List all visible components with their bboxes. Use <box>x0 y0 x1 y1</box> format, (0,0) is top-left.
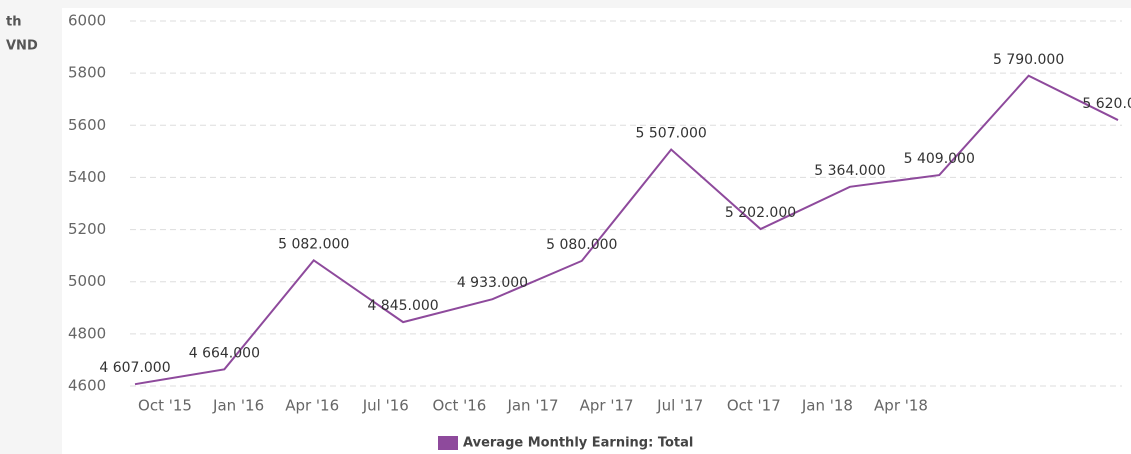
data-label: 5 202.000 <box>725 205 796 221</box>
x-tick-label: Apr '18 <box>874 397 928 415</box>
data-label: 4 933.000 <box>457 275 528 291</box>
legend-label: Average Monthly Earning: Total <box>463 436 693 451</box>
x-tick-label: Jan '16 <box>212 397 264 415</box>
data-label: 4 845.000 <box>367 298 438 314</box>
data-label: 5 364.000 <box>814 163 885 179</box>
y-tick-label: 5000 <box>68 272 106 290</box>
x-tick-label: Jul '17 <box>656 397 703 415</box>
y-tick-label: 6000 <box>68 12 106 30</box>
top-strip <box>0 0 1131 8</box>
y-tick-label: 4800 <box>68 324 106 342</box>
data-label: 5 409.000 <box>904 151 975 167</box>
x-tick-label: Jan '18 <box>801 397 853 415</box>
y-unit-label: VND <box>6 39 38 54</box>
legend-swatch <box>438 436 458 450</box>
x-tick-label: Oct '15 <box>138 397 192 415</box>
x-tick-label: Jul '16 <box>362 397 409 415</box>
x-tick-label: Apr '16 <box>285 397 339 415</box>
y-tick-label: 5600 <box>68 116 106 134</box>
x-tick-label: Oct '16 <box>432 397 486 415</box>
data-label: 4 664.000 <box>189 345 260 361</box>
data-label: 5 080.000 <box>546 237 617 253</box>
x-tick-label: Jan '17 <box>506 397 558 415</box>
data-line <box>134 74 1119 386</box>
y-tick-label: 5800 <box>68 64 106 82</box>
y-tick-label: 5400 <box>68 168 106 186</box>
y-tick-label: 5200 <box>68 220 106 238</box>
y-unit-label: th <box>6 15 21 30</box>
x-tick-label: Apr '17 <box>580 397 634 415</box>
side-strip <box>0 0 62 454</box>
data-label: 5 620.000 <box>1082 96 1131 112</box>
data-label: 5 082.000 <box>278 236 349 252</box>
data-label: 5 507.000 <box>636 126 707 142</box>
y-tick-label: 4600 <box>68 377 106 395</box>
data-label: 5 790.000 <box>993 52 1064 68</box>
data-label: 4 607.000 <box>99 360 170 376</box>
x-tick-label: Oct '17 <box>727 397 781 415</box>
